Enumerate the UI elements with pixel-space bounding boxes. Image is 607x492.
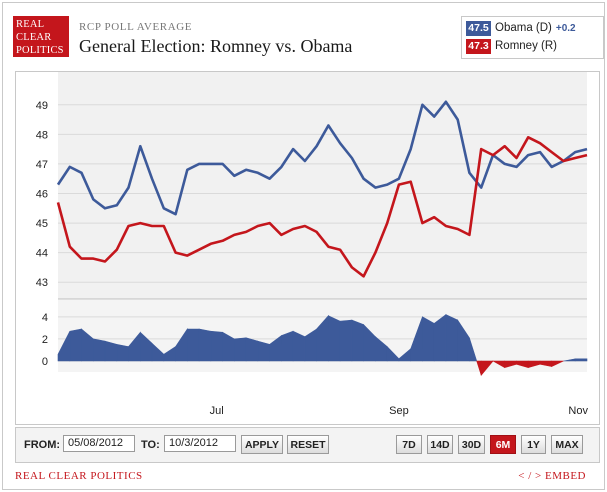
range-button-1y[interactable]: 1Y xyxy=(521,435,546,454)
to-label: TO: xyxy=(141,439,160,451)
y-tick-label: 47 xyxy=(36,159,48,171)
spread-area-obama xyxy=(351,319,364,362)
range-button-30d[interactable]: 30D xyxy=(458,435,485,454)
spread-y-tick-label: 0 xyxy=(42,356,48,368)
spread-area-obama xyxy=(328,315,341,362)
spread-y-tick-label: 4 xyxy=(42,312,48,324)
y-tick-label: 45 xyxy=(36,218,48,230)
rcp-logo[interactable]: REAL CLEAR POLITICS xyxy=(13,16,69,57)
spread-y-tick-label: 2 xyxy=(42,334,48,346)
spread-area-obama xyxy=(257,340,270,362)
spread-area-romney xyxy=(480,360,494,377)
logo-line2: CLEAR xyxy=(16,32,52,43)
spread-area-obama xyxy=(116,344,129,362)
spread-area-obama xyxy=(281,330,294,362)
spread-area-obama xyxy=(422,316,435,362)
from-label: FROM: xyxy=(24,439,61,451)
from-date-input[interactable]: 05/08/2012 xyxy=(63,435,135,452)
main-plot-bg xyxy=(58,72,587,299)
spread-area-obama xyxy=(339,319,353,362)
spread-area-obama xyxy=(245,337,259,362)
spread-area-romney xyxy=(551,360,564,367)
chart-title: General Election: Romney vs. Obama xyxy=(79,36,353,56)
spread-area-obama xyxy=(104,340,118,362)
spread-area-obama xyxy=(69,328,82,362)
kicker-label: RCP POLL AVERAGE xyxy=(79,21,193,33)
y-tick-label: 43 xyxy=(36,277,48,289)
spread-area-obama xyxy=(187,328,200,362)
logo-line1: REAL xyxy=(16,19,45,30)
y-tick-label: 48 xyxy=(36,129,48,141)
legend-obama[interactable]: 47.5 Obama (D) +0.2 xyxy=(466,20,576,36)
reset-button[interactable]: RESET xyxy=(287,435,329,454)
spread-area-obama xyxy=(234,337,247,362)
x-tick-label: Nov xyxy=(568,405,588,417)
spread-area-obama xyxy=(198,328,212,362)
controls-bar: FROM: 05/08/2012 TO: 10/3/2012 APPLY RES… xyxy=(15,427,600,463)
romney-line xyxy=(56,136,588,278)
obama-change: +0.2 xyxy=(555,22,576,34)
apply-button[interactable]: APPLY xyxy=(241,435,283,454)
y-tick-label: 44 xyxy=(36,248,48,260)
spread-area-obama xyxy=(210,330,223,362)
spread-area-obama xyxy=(574,358,588,362)
range-button-6m[interactable]: 6M xyxy=(490,435,516,454)
romney-value-badge: 47.3 xyxy=(466,38,491,54)
romney-label: Romney (R) xyxy=(495,40,557,52)
to-date-input[interactable]: 10/3/2012 xyxy=(164,435,236,452)
footer-brand-link[interactable]: REAL CLEAR POLITICS xyxy=(15,470,143,482)
range-button-max[interactable]: MAX xyxy=(551,435,583,454)
spread-area-obama xyxy=(93,338,106,362)
spread-area-obama xyxy=(292,330,306,362)
line-chart: 43 44 45 46 47 48 49 0 2 4 Jul Sep Nov xyxy=(36,72,588,417)
y-tick-label: 49 xyxy=(36,100,48,112)
y-tick-label: 46 xyxy=(36,189,48,201)
spread-area-obama xyxy=(469,337,478,362)
x-tick-label: Jul xyxy=(210,405,224,417)
obama-value-badge: 47.5 xyxy=(466,20,491,36)
legend-romney[interactable]: 47.3 Romney (R) xyxy=(466,38,557,54)
legend-box: 47.5 Obama (D) +0.2 47.3 Romney (R) xyxy=(461,16,604,59)
range-button-14d[interactable]: 14D xyxy=(427,435,453,454)
chart-area: 43 44 45 46 47 48 49 0 2 4 Jul Sep Nov xyxy=(15,71,600,425)
range-button-7d[interactable]: 7D xyxy=(396,435,422,454)
obama-line xyxy=(56,100,588,216)
obama-label: Obama (D) xyxy=(495,22,552,34)
logo-line3: POLITICS xyxy=(16,45,64,56)
spread-area-obama xyxy=(445,314,459,362)
embed-link[interactable]: < / > EMBED xyxy=(518,470,586,482)
x-tick-label: Sep xyxy=(389,405,409,417)
